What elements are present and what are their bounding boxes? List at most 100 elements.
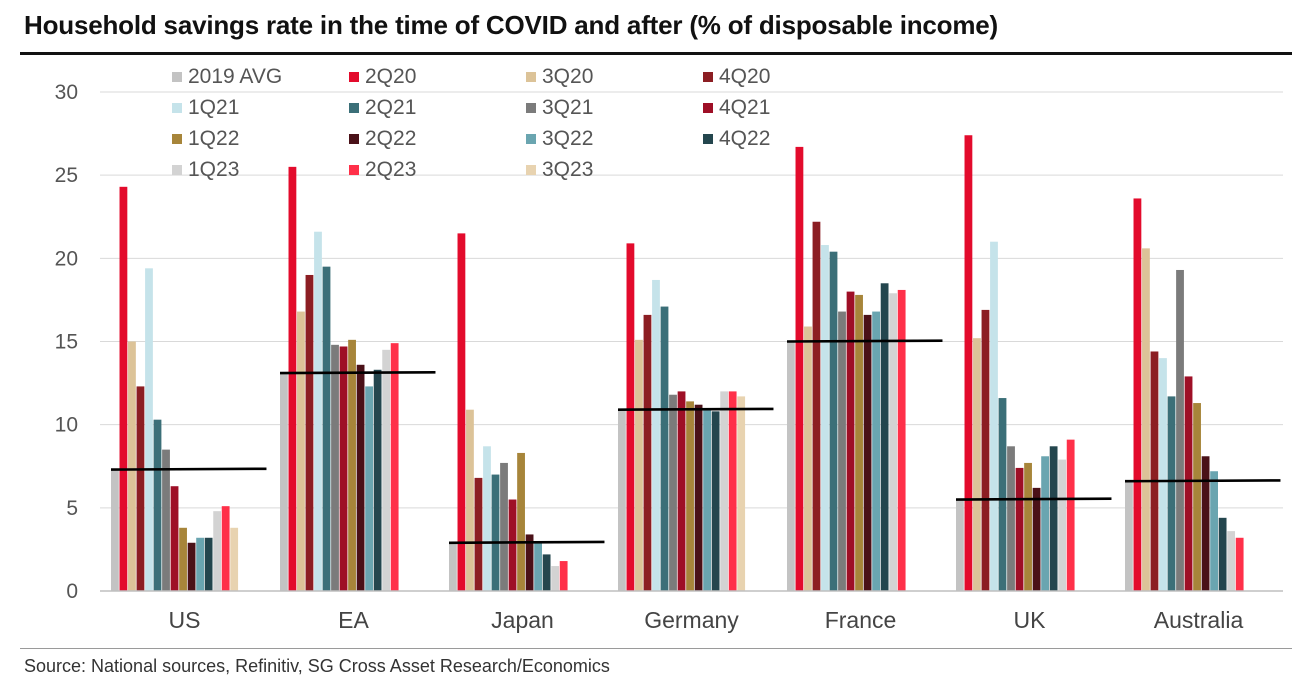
y-tick-label: 25 — [55, 164, 78, 187]
bar-2q22-uk — [1032, 487, 1041, 591]
bar-1q22-australia — [1193, 403, 1201, 591]
bar-1q21-france — [821, 245, 829, 591]
bar-2q20-ea — [288, 166, 297, 591]
bar-3q21-uk — [1007, 446, 1015, 591]
legend-label: 2Q20 — [365, 65, 416, 88]
bar-1q22-us — [179, 527, 187, 591]
bar-3q23-germany — [737, 396, 746, 591]
legend-label: 2Q22 — [365, 127, 416, 150]
bar-1q22-uk — [1024, 462, 1032, 591]
legend-swatch — [349, 134, 359, 144]
avg-line-japan — [448, 540, 605, 545]
bar-4q22-germany — [711, 411, 720, 591]
bar-3q22-us — [196, 537, 204, 591]
legend-label: 1Q21 — [188, 96, 239, 119]
bar-3q22-germany — [703, 409, 711, 591]
legend-swatch — [172, 134, 182, 144]
legend-swatch — [349, 103, 359, 113]
bar-2q22-germany — [694, 404, 703, 591]
bar-2q21-germany — [660, 306, 669, 591]
bar-2q21-us — [153, 419, 162, 591]
legend-swatch — [526, 103, 536, 113]
avg-line-germany — [617, 407, 774, 411]
bar-1q22-france — [855, 294, 863, 591]
bar-series — [111, 135, 1244, 592]
bar-2019-avg-ea — [280, 373, 288, 591]
bar-2q20-france — [795, 146, 804, 591]
bar-1q22-japan — [517, 452, 525, 591]
bar-3q22-australia — [1210, 471, 1218, 591]
bar-2q21-australia — [1167, 396, 1176, 591]
bar-4q20-ea — [305, 274, 314, 591]
x-axis: US EA Japan Germany France UK Australia — [100, 590, 1283, 633]
bar-2019-avg-us — [111, 469, 119, 591]
y-tick-label: 20 — [55, 247, 78, 270]
bar-4q21-ea — [339, 346, 348, 591]
bar-3q22-japan — [534, 542, 542, 591]
chart-title: Household savings rate in the time of CO… — [24, 10, 998, 40]
bar-2q23-us — [221, 506, 230, 591]
bar-4q20-germany — [643, 314, 652, 591]
bar-3q20-france — [804, 326, 812, 591]
bar-3q22-ea — [365, 386, 373, 591]
x-tick-label: Australia — [1154, 607, 1244, 633]
bar-2q23-germany — [728, 391, 737, 591]
bar-4q20-japan — [474, 477, 483, 591]
bar-2q21-japan — [491, 474, 500, 591]
avg-line-australia — [1124, 479, 1281, 483]
legend-swatch — [703, 134, 713, 144]
bar-1q23-uk — [1058, 459, 1067, 591]
bar-4q22-us — [204, 537, 213, 591]
avg-line-ea — [279, 371, 436, 375]
bar-1q23-germany — [720, 391, 729, 591]
bar-2019-avg-uk — [956, 499, 964, 591]
bar-2q22-ea — [356, 364, 365, 591]
bar-1q23-australia — [1227, 531, 1236, 591]
bar-2q20-japan — [457, 233, 466, 591]
bar-1q23-france — [889, 293, 898, 591]
bar-4q20-australia — [1150, 351, 1159, 591]
bar-4q21-australia — [1184, 376, 1193, 591]
legend-label: 1Q22 — [188, 127, 239, 150]
bar-1q21-us — [145, 268, 153, 591]
legend-label: 3Q22 — [542, 127, 593, 150]
legend: 2019 AVG 2Q20 3Q20 4Q20 1Q21 2Q21 3Q21 4Q21 1Q22… — [172, 65, 770, 181]
bar-2019-avg-france — [787, 341, 795, 591]
bar-2q23-france — [897, 289, 906, 591]
reference-lines — [110, 339, 1281, 545]
legend-swatch — [172, 72, 182, 82]
legend-swatch — [172, 165, 182, 175]
bar-3q21-ea — [331, 344, 339, 591]
bar-1q23-us — [213, 511, 222, 591]
legend-label: 4Q22 — [719, 127, 770, 150]
y-tick-label: 5 — [66, 497, 78, 520]
legend-label: 3Q23 — [542, 158, 593, 181]
bar-2q23-australia — [1235, 537, 1244, 591]
bar-3q20-us — [128, 341, 136, 591]
bar-2q22-france — [863, 314, 872, 591]
legend-swatch — [526, 134, 536, 144]
legend-swatch — [526, 165, 536, 175]
bar-2019-avg-japan — [449, 542, 457, 591]
legend-label: 3Q20 — [542, 65, 593, 88]
x-tick-label: Germany — [644, 607, 739, 633]
avg-line-france — [786, 339, 943, 343]
bar-1q21-germany — [652, 279, 660, 591]
bar-3q20-australia — [1142, 248, 1150, 591]
legend-label: 2019 AVG — [188, 65, 282, 88]
bar-2q20-us — [119, 186, 128, 591]
y-axis: 0 5 10 15 20 25 30 — [55, 81, 78, 603]
title-divider — [20, 52, 1292, 55]
bar-4q20-uk — [981, 309, 990, 591]
bar-3q20-ea — [297, 311, 305, 591]
legend-label: 2Q21 — [365, 96, 416, 119]
legend-label: 4Q20 — [719, 65, 770, 88]
bar-3q22-uk — [1041, 456, 1049, 591]
legend-swatch — [349, 165, 359, 175]
bar-1q23-japan — [551, 566, 560, 591]
bar-2q20-uk — [964, 135, 973, 591]
bar-3q20-germany — [635, 339, 643, 591]
y-tick-label: 10 — [55, 414, 78, 437]
bar-3q21-australia — [1176, 269, 1184, 591]
bar-2q21-ea — [322, 266, 331, 591]
